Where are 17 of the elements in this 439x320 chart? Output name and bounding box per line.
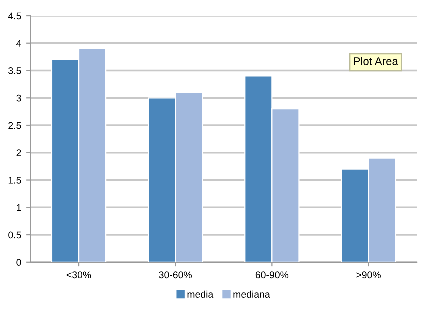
y-tick-label: 2.5 [8, 122, 22, 130]
annotation: Plot Area [354, 57, 398, 66]
y-tick-label: 2 [16, 150, 22, 156]
y-tick-label: 3.5 [8, 67, 22, 74]
y-tick-label: 4 [16, 40, 22, 47]
y-tick-label: 0.5 [8, 232, 22, 239]
y-tick-label: 4.5 [8, 12, 22, 20]
y-tick-label: 0 [16, 259, 22, 266]
legend-label: media [188, 290, 214, 298]
x-tick-label: 30-60% [159, 272, 192, 279]
x-tick-label: >90% [356, 272, 381, 279]
y-tick-label: 1.5 [8, 177, 22, 184]
x-tick-label: <30% [66, 272, 92, 279]
y-tick-label: 1 [17, 204, 22, 212]
legend-label: mediana [234, 290, 270, 298]
y-tick-label: 3 [16, 94, 22, 102]
x-tick-label: 60-90% [256, 272, 289, 279]
